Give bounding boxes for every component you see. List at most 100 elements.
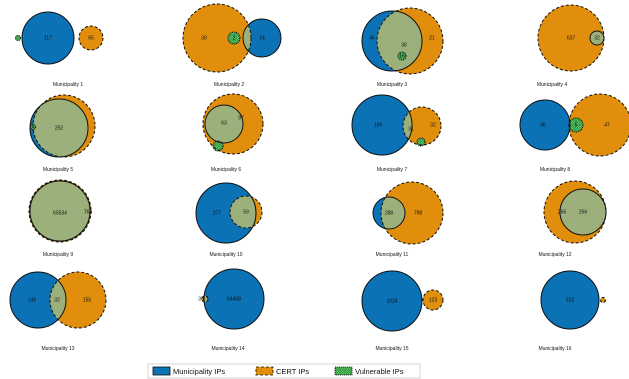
cert-circle-outline <box>422 289 444 311</box>
region-count-label: 768 <box>84 210 93 216</box>
vulnerable-circle-outline <box>15 35 21 41</box>
region-count-label: 256 <box>558 210 567 216</box>
venn-panel-13: 146 32 155 Municipality 13 <box>9 271 107 352</box>
region-count-label: 798 <box>414 211 423 217</box>
municipality-circle-fill <box>243 19 281 57</box>
municipality-circle-outline <box>203 268 265 330</box>
venn-panel-12: 256 256 Municipality 12 <box>538 180 607 258</box>
venn-panel-8: 36 5 47 Municipality 8 <box>519 93 629 173</box>
legend-label-municipality: Municipality IPs <box>173 367 225 376</box>
cert-circle-fill <box>569 94 629 156</box>
panel-title: Municipality 8 <box>540 167 571 173</box>
venn-panel-10: 277 59 Municipality 10 <box>195 182 263 258</box>
region-count-label: 97 <box>238 116 244 122</box>
legend-swatch-cert <box>255 366 274 376</box>
region-count-label: 252 <box>55 126 64 132</box>
municipality-circle-outline <box>29 98 89 158</box>
region-count-label: 31 <box>408 127 414 133</box>
municipality-circle-outline <box>29 180 91 242</box>
vulnerable-circle-fill <box>398 52 406 60</box>
cert-circle-fill <box>183 4 251 72</box>
overlap-region <box>205 105 243 143</box>
region-count-label: 5 <box>575 123 578 129</box>
region-count-label: 637 <box>567 36 576 42</box>
region-count-label: 288 <box>385 211 394 217</box>
municipality-circle-fill <box>204 269 264 329</box>
region-count-label: 45 <box>369 36 375 42</box>
vulnerable-circle-outline <box>416 137 426 147</box>
vulnerable-circle-outline <box>227 31 241 45</box>
region-count-label: 32 <box>54 298 60 304</box>
municipality-circle-fill <box>10 272 66 328</box>
region-count-label: 155 <box>83 298 92 304</box>
region-count-label: 32 <box>594 36 600 42</box>
region-count-label: 2 <box>233 36 236 42</box>
vulnerable-circle-outline <box>30 124 36 130</box>
region-count-label: 47 <box>604 123 610 129</box>
municipality-circle-outline <box>361 270 423 332</box>
region-count-label: 32 <box>430 123 436 129</box>
cert-circle-outline <box>182 3 252 73</box>
venn-panel-15: 1024 123 Municipality 15 <box>361 270 444 352</box>
region-count-label: 30 <box>201 36 207 42</box>
cert-circle-outline <box>202 93 264 155</box>
cert-circle-fill <box>79 26 103 50</box>
region-count-label: 117 <box>44 36 52 42</box>
vulnerable-circle-fill <box>15 35 21 41</box>
cert-circle-outline <box>402 106 442 146</box>
cert-circle-outline <box>376 7 444 75</box>
cert-circle-outline <box>568 93 629 157</box>
panel-title: Municipality 9 <box>43 252 74 258</box>
municipality-circle-outline <box>195 182 257 244</box>
panel-title: Municipality 11 <box>376 252 409 258</box>
region-count-label: 64408 <box>227 297 241 303</box>
overlap-region <box>230 196 256 228</box>
cert-circle-outline <box>201 295 209 303</box>
panel-title: Municipality 13 <box>41 346 74 352</box>
legend-label-cert: CERT IPs <box>276 367 309 376</box>
region-count-label: 1024 <box>386 299 397 305</box>
municipality-circle-outline <box>589 30 605 46</box>
municipality-circle-outline <box>519 99 571 151</box>
vulnerable-circle-fill <box>417 138 425 146</box>
region-count-label: 30 <box>198 297 204 303</box>
panel-title: Municipality 6 <box>211 167 242 173</box>
overlap-region <box>30 181 90 241</box>
cert-circle-fill <box>381 182 443 244</box>
vulnerable-circle-fill <box>228 32 240 44</box>
venn-panel-11: 288 798 Municipality 11 <box>372 181 444 258</box>
panel-title: Municipality 10 <box>209 252 242 258</box>
region-count-label: 63 <box>221 121 227 127</box>
municipality-circle-outline <box>242 18 282 58</box>
municipality-circle-fill <box>541 271 599 329</box>
vulnerable-circle-outline <box>212 140 224 152</box>
cert-circle-outline <box>28 179 92 243</box>
region-count-label: 14 <box>259 36 265 42</box>
cert-circle-outline <box>78 25 104 51</box>
venn-panel-5: 252 Municipality 5 <box>29 94 96 173</box>
legend-swatch-vulnerable <box>334 366 353 376</box>
legend-label-vulnerable: Vulnerable IPs <box>355 367 404 376</box>
venn-panel-14: 30 64408 Municipality 14 <box>198 268 265 352</box>
municipality-circle-outline <box>559 188 607 236</box>
municipality-circle-outline <box>204 104 244 144</box>
municipality-circle-outline <box>351 94 413 156</box>
municipality-circle-outline <box>21 11 75 65</box>
region-count-label: 109 <box>374 123 383 129</box>
municipality-circle-fill <box>520 100 570 150</box>
venn-panel-2: 30 2 14 Municipality 2 <box>182 3 282 88</box>
region-count-label: 59 <box>243 210 249 216</box>
cert-circle-outline <box>380 181 444 245</box>
region-count-label: 277 <box>213 211 222 217</box>
overlap-region <box>560 189 606 235</box>
legend-swatch-municipality <box>152 366 171 376</box>
panel-title: Municipality 7 <box>377 167 408 173</box>
panel-title: Municipality 4 <box>537 82 568 88</box>
region-count-label: 36 <box>540 123 546 129</box>
region-count-label: 21 <box>429 36 435 42</box>
venn-panel-4: 637 32 Municipality 4 <box>537 4 605 88</box>
region-count-label: 65534 <box>53 211 67 217</box>
region-count-label: 146 <box>28 298 37 304</box>
legend: Municipality IPs CERT IPs Vulnerable IPs <box>147 363 421 379</box>
